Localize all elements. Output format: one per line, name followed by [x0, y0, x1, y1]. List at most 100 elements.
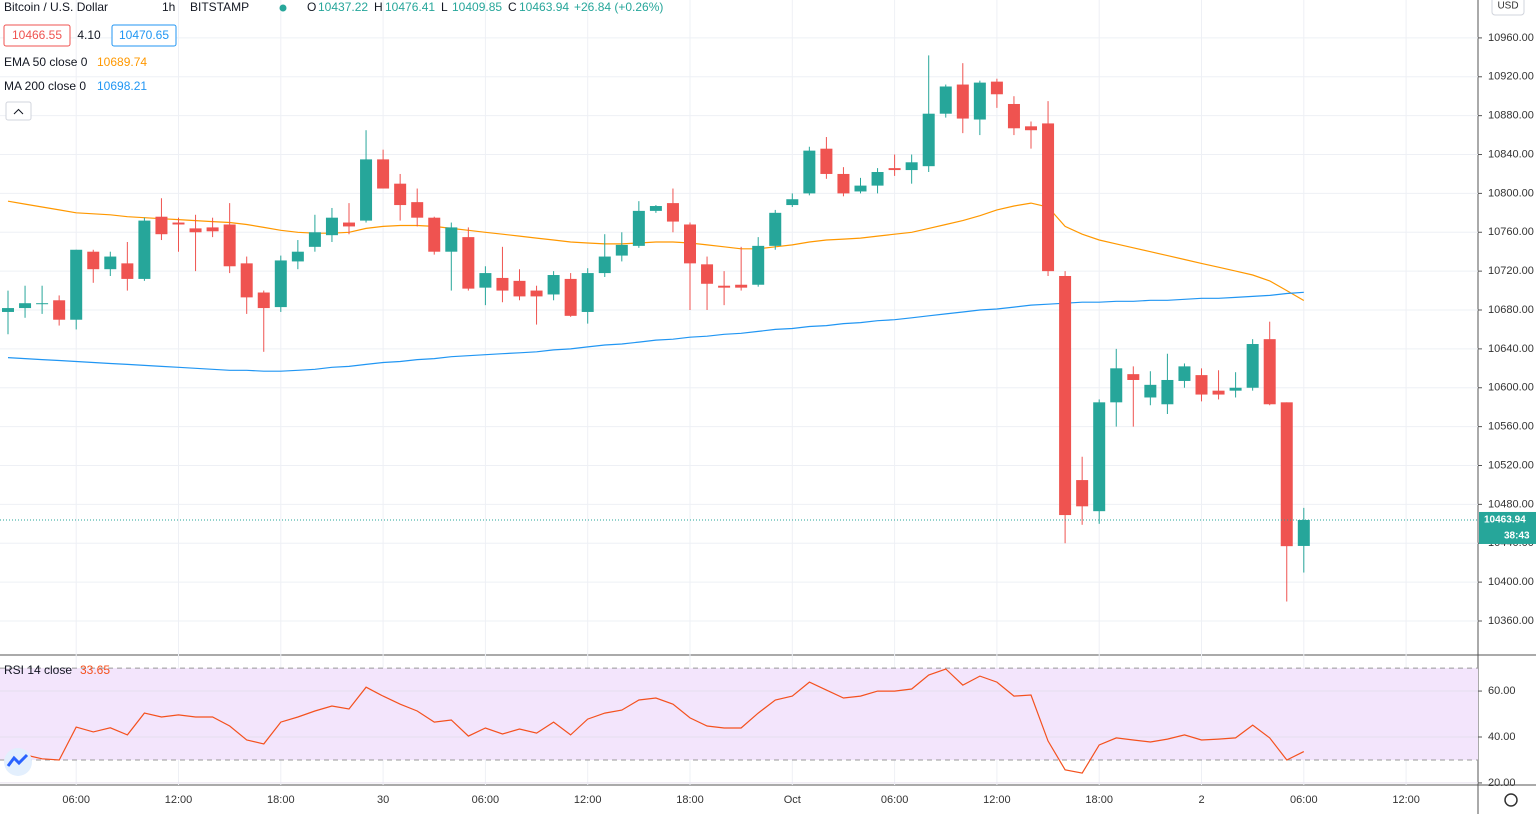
- overlay-line: [7, 200, 1305, 302]
- candle-body: [223, 224, 236, 267]
- y-tick-label: 10840.00: [1488, 148, 1534, 160]
- x-tick-label: 12:00: [983, 794, 1011, 806]
- ohlc-letter: H: [374, 0, 383, 14]
- candle-body: [479, 273, 492, 288]
- candle-body: [1229, 387, 1242, 391]
- countdown: 38:43: [1504, 531, 1530, 542]
- candle-body: [701, 264, 714, 284]
- candle-body: [547, 275, 560, 295]
- candle-body: [496, 277, 509, 291]
- candle-body: [343, 222, 355, 227]
- candle-body: [718, 285, 731, 288]
- candle-body: [956, 84, 969, 119]
- candle-body: [905, 162, 918, 171]
- bid: 10466.55: [12, 28, 62, 42]
- candle-body: [36, 303, 49, 305]
- candle-body: [1059, 275, 1072, 516]
- candle-body: [360, 159, 373, 221]
- spread: 4.10: [77, 28, 101, 42]
- candle-body: [820, 148, 833, 174]
- candle-body: [564, 278, 577, 316]
- candle-body: [752, 245, 765, 285]
- candle-body: [1110, 368, 1123, 403]
- candle-body: [990, 81, 1003, 95]
- y-tick-label: 10560.00: [1488, 421, 1534, 433]
- y-tick-label: 10400.00: [1488, 576, 1534, 588]
- y-tick-label: 10960.00: [1488, 32, 1534, 44]
- candle-body: [189, 228, 202, 233]
- ohlc-letter: L: [441, 0, 448, 14]
- collapse-button[interactable]: [5, 101, 32, 121]
- candle-body: [274, 260, 287, 308]
- x-tick-label: 18:00: [267, 794, 295, 806]
- candle-body: [1042, 123, 1055, 272]
- candle-body: [172, 222, 185, 225]
- y-tick-label: 10880.00: [1488, 110, 1534, 122]
- candle-body: [973, 82, 986, 120]
- y-tick-label: 10600.00: [1488, 382, 1534, 394]
- candle-body: [53, 300, 66, 320]
- rsi-band: [0, 668, 1478, 760]
- candle-body: [735, 284, 748, 288]
- candle-body: [615, 244, 628, 256]
- candle-body: [87, 251, 100, 270]
- candle-body: [1076, 480, 1089, 507]
- candle-body: [1297, 519, 1310, 546]
- candle-body: [1246, 344, 1259, 388]
- candle-body: [854, 185, 867, 192]
- ohlc-value: 10409.85: [452, 0, 502, 14]
- candle-body: [1178, 366, 1191, 381]
- change: +26.84 (+0.26%): [574, 0, 663, 14]
- candle-body: [411, 202, 424, 218]
- y-tick-label: 10640.00: [1488, 343, 1534, 355]
- ask: 10470.65: [119, 28, 169, 42]
- candle-body: [632, 210, 645, 246]
- last-price-label: 10463.94: [1484, 515, 1526, 526]
- candle-body: [240, 263, 253, 298]
- candle-body: [513, 280, 526, 297]
- currency-box[interactable]: [1491, 0, 1525, 16]
- candle-body: [325, 217, 338, 236]
- x-tick-label: 12:00: [574, 794, 602, 806]
- candle-body: [1025, 126, 1037, 131]
- candle-body: [530, 290, 543, 297]
- candle-body: [1195, 375, 1208, 395]
- bid-box[interactable]: [3, 24, 71, 47]
- candle-body: [377, 159, 390, 189]
- collapse-icon: [13, 108, 24, 115]
- ema-legend: EMA 50 close 0: [4, 55, 88, 69]
- candle-body: [922, 113, 935, 167]
- ohlc-value: 10463.94: [519, 0, 569, 14]
- x-tick-label: 06:00: [1290, 794, 1318, 806]
- candle-body: [581, 273, 594, 312]
- y-tick-label: 10720.00: [1488, 265, 1534, 277]
- interval: 1h: [162, 0, 175, 14]
- y-tick-label: 10480.00: [1488, 498, 1534, 510]
- marks-layer: 06:00 12:00 18:00 30 06:00 12:00 18:00 Oct 06:00…: [0, 32, 1536, 806]
- candle-body: [121, 263, 134, 279]
- x-tick-label: 06:00: [881, 794, 909, 806]
- candle-body: [445, 227, 458, 252]
- ma-value: 10698.21: [97, 79, 147, 93]
- y-tick-label: 10680.00: [1488, 304, 1534, 316]
- ask-box[interactable]: [111, 24, 177, 47]
- settings-icon[interactable]: [1504, 793, 1518, 807]
- rsi-value: 33.65: [80, 663, 110, 677]
- ohlc-letter: O: [307, 0, 316, 14]
- candle-body: [1093, 402, 1106, 512]
- currency: USD: [1497, 1, 1518, 12]
- candle-body: [1161, 379, 1174, 405]
- candle-body: [684, 224, 696, 264]
- candle-body: [1280, 402, 1293, 547]
- candle-body: [888, 168, 901, 171]
- status-dot: [279, 4, 287, 12]
- candle-body: [462, 237, 475, 289]
- candle-body: [1127, 374, 1140, 380]
- candle-body: [291, 251, 304, 262]
- candle-body: [786, 199, 799, 206]
- x-tick-label: 30: [377, 794, 389, 806]
- x-tick-label: 18:00: [676, 794, 704, 806]
- x-tick-label: 12:00: [1392, 794, 1420, 806]
- y-tick-label: 10360.00: [1488, 615, 1534, 627]
